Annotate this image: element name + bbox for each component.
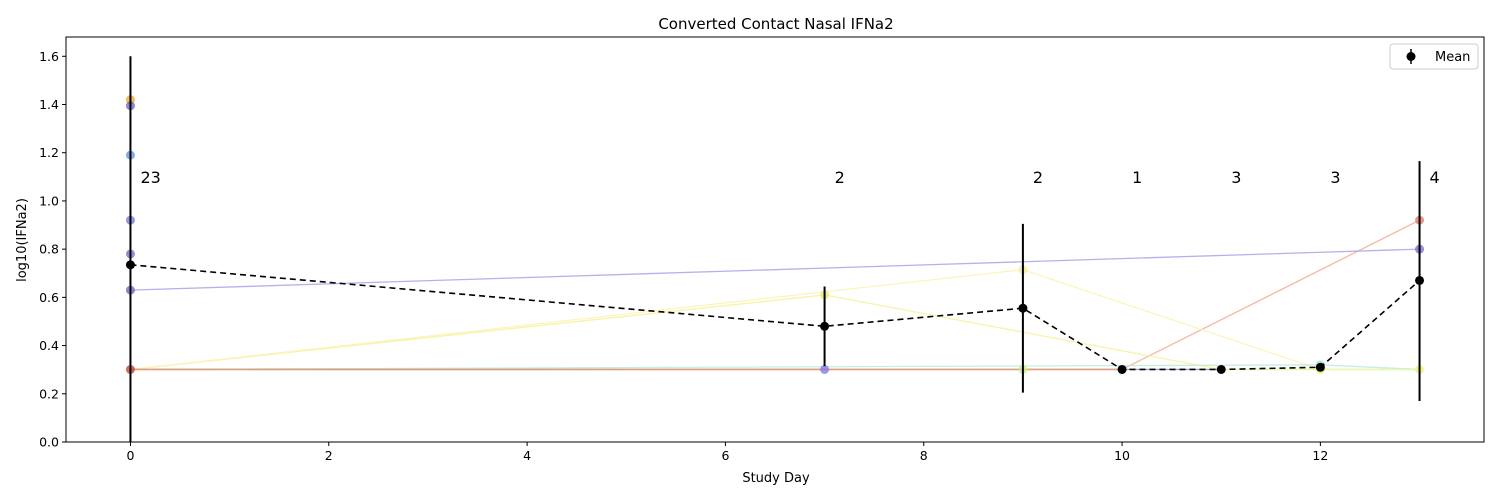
- subject-point-8: [820, 364, 830, 374]
- x-tick-label-6: 12: [1312, 448, 1328, 463]
- y-tick-label-8: 1.6: [39, 49, 59, 64]
- count-label-3: 1: [1132, 168, 1142, 187]
- x-axis: 0 2 4 6 8 10 12: [126, 442, 1328, 463]
- mean-point-3: [1117, 364, 1127, 374]
- y-tick-label-5: 1.0: [39, 193, 59, 208]
- y-tick-label-4: 0.8: [39, 242, 59, 257]
- mean-point-0: [125, 260, 135, 270]
- mean-point-4: [1216, 364, 1226, 374]
- y-tick-label-0: 0.0: [39, 435, 59, 450]
- y-tick-label-6: 1.2: [39, 145, 59, 160]
- x-tick-label-2: 4: [523, 448, 531, 463]
- count-label-6: 4: [1430, 168, 1440, 187]
- mean-point-1: [820, 321, 830, 331]
- legend: Mean: [1389, 43, 1479, 70]
- legend-label-mean: Mean: [1435, 50, 1470, 65]
- chart-title: Converted Contact Nasal IFNa2: [658, 15, 893, 33]
- count-label-0: 23: [140, 168, 160, 187]
- plot-frame: [65, 36, 1485, 443]
- count-label-5: 3: [1330, 168, 1340, 187]
- legend-marker: [1406, 52, 1416, 61]
- y-tick-label-1: 0.2: [39, 386, 59, 401]
- x-axis-label: Study Day: [742, 471, 810, 486]
- subject-line-4: [130, 364, 1420, 371]
- mean-point-5: [1315, 362, 1325, 372]
- x-tick-label-5: 10: [1114, 448, 1130, 463]
- subject-line-1: [130, 248, 1420, 291]
- legend-frame: [1389, 43, 1479, 70]
- plot-area: 23 2 2 1 3 3 4: [125, 56, 1440, 442]
- x-tick-label-0: 0: [126, 448, 134, 463]
- count-label-2: 2: [1033, 168, 1043, 187]
- x-tick-label-1: 2: [325, 448, 333, 463]
- x-tick-label-4: 8: [920, 448, 928, 463]
- mean-point-6: [1415, 275, 1425, 285]
- y-tick-label-7: 1.4: [39, 97, 59, 112]
- count-label-1: 2: [835, 168, 845, 187]
- subject-line-0: [130, 219, 1420, 371]
- count-label-4: 3: [1231, 168, 1241, 187]
- y-axis-label: log10(IFNa2): [15, 198, 30, 282]
- mean-point-2: [1018, 303, 1028, 313]
- x-tick-label-3: 6: [721, 448, 729, 463]
- subject-line-2: [130, 294, 1420, 371]
- y-axis: 0.0 0.2 0.4 0.6 0.8 1.0 1.2 1.4 1.6: [39, 49, 66, 450]
- y-tick-label-3: 0.6: [39, 290, 59, 305]
- y-tick-label-2: 0.4: [39, 338, 59, 353]
